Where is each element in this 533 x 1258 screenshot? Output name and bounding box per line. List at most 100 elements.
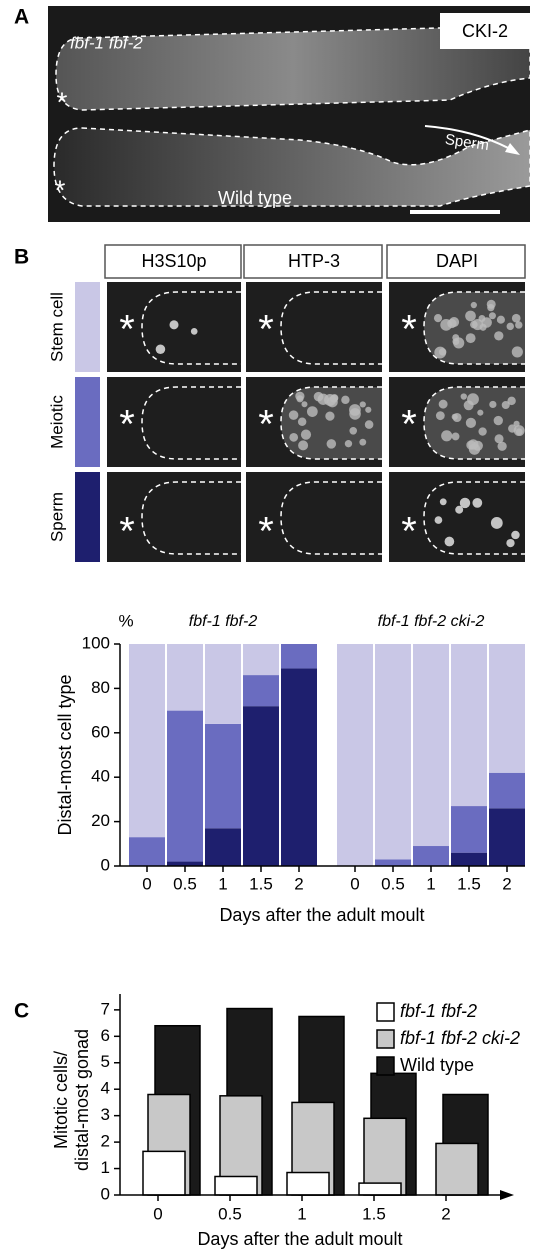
nucleus: [298, 440, 309, 451]
nucleus: [489, 400, 497, 409]
legend-swatch: [75, 472, 100, 562]
nucleus: [438, 399, 448, 409]
bar-segment: [413, 846, 449, 866]
nucleus: [297, 417, 307, 427]
nucleus: [325, 411, 335, 421]
x-tick-label: 0.5: [218, 1204, 242, 1223]
nucleus: [481, 317, 492, 328]
bar-segment: [167, 710, 203, 862]
bar-segment: [375, 644, 411, 860]
nucleus: [444, 536, 455, 547]
axis-arrow: [500, 1190, 514, 1200]
gonad-outline: [141, 386, 241, 460]
y-axis-label: Mitotic cells/: [51, 1051, 71, 1149]
nucleus: [365, 406, 372, 413]
nucleus: [438, 348, 447, 356]
bar: [214, 1175, 258, 1196]
nucleus: [513, 420, 520, 427]
bar-segment: [451, 644, 487, 807]
bar-segment: [489, 808, 525, 866]
y-tick-label: 7: [101, 999, 110, 1018]
nucleus: [301, 401, 308, 408]
group-label: fbf-1 fbf-2: [189, 613, 258, 630]
nucleus: [439, 498, 447, 506]
nucleus: [453, 337, 465, 349]
y-unit: %: [118, 611, 133, 630]
nucleus: [434, 516, 443, 524]
distal-marker: *: [57, 86, 68, 117]
nucleus: [472, 497, 483, 508]
nucleus: [326, 439, 337, 449]
distal-marker: *: [119, 510, 135, 554]
x-tick-label: 0.5: [381, 874, 405, 893]
y-tick-label: 40: [91, 767, 110, 786]
nucleus: [329, 394, 339, 403]
bar-segment: [129, 837, 165, 866]
bar-segment: [489, 772, 525, 809]
distal-marker: *: [258, 308, 274, 352]
y-tick-label: 80: [91, 678, 110, 697]
nucleus: [515, 321, 523, 329]
bar: [142, 1150, 186, 1196]
nucleus: [313, 391, 324, 402]
bar-segment: [451, 806, 487, 853]
bar-segment: [413, 644, 449, 847]
y-tick-label: 0: [101, 1184, 110, 1203]
legend-swatch: [75, 282, 100, 372]
micrograph: [246, 472, 382, 562]
panel-label: B: [14, 246, 29, 269]
micrograph: [389, 472, 525, 562]
nucleus: [487, 303, 495, 312]
legend-label: fbf-1 fbf-2 cki-2: [400, 1028, 520, 1048]
wild-type-label: Wild type: [218, 188, 292, 208]
nucleus: [433, 314, 443, 323]
nucleus: [463, 400, 474, 411]
bar-segment: [281, 644, 317, 669]
nucleus: [455, 505, 464, 514]
bar: [435, 1142, 479, 1196]
nucleus: [451, 432, 460, 441]
nucleus: [349, 408, 361, 420]
nucleus: [459, 497, 471, 509]
micrograph: [107, 377, 241, 467]
nucleus: [451, 413, 458, 420]
nucleus: [465, 310, 476, 322]
nucleus: [449, 316, 460, 328]
nucleus: [296, 395, 304, 403]
arrow-head: [505, 143, 520, 155]
nucleus: [359, 438, 367, 446]
distal-marker: *: [401, 403, 417, 447]
group-label: fbf-1 fbf-2 cki-2: [378, 613, 485, 630]
nucleus: [190, 328, 198, 335]
nucleus: [497, 441, 507, 451]
y-axis-label: Distal-most cell type: [55, 674, 75, 835]
bar-segment: [243, 644, 279, 676]
distal-marker: *: [258, 403, 274, 447]
y-tick-label: 0: [101, 855, 110, 874]
genotype-label: fbf-1 fbf-2: [70, 33, 143, 52]
nucleus: [478, 427, 487, 436]
nucleus: [465, 417, 477, 428]
legend-swatch: [376, 1002, 395, 1022]
x-tick-label: 0: [153, 1204, 162, 1223]
x-tick-label: 1: [426, 874, 435, 893]
y-tick-label: 5: [101, 1052, 110, 1071]
distal-marker: *: [119, 403, 135, 447]
y-tick-label: 1: [101, 1158, 110, 1177]
x-tick-label: 0: [350, 874, 359, 893]
bar-segment: [489, 644, 525, 773]
nucleus: [470, 320, 478, 329]
column-header-box: [386, 244, 526, 279]
nucleus: [289, 432, 299, 442]
distal-marker: *: [401, 308, 417, 352]
nucleus: [300, 429, 312, 440]
distal-marker: *: [119, 308, 135, 352]
nucleus: [501, 400, 510, 410]
x-tick-label: 1: [218, 874, 227, 893]
y-axis-label: distal-most gonad: [72, 1029, 92, 1171]
nucleus: [488, 312, 496, 320]
column-header: HTP-3: [288, 251, 340, 271]
panel-label: A: [14, 6, 29, 29]
